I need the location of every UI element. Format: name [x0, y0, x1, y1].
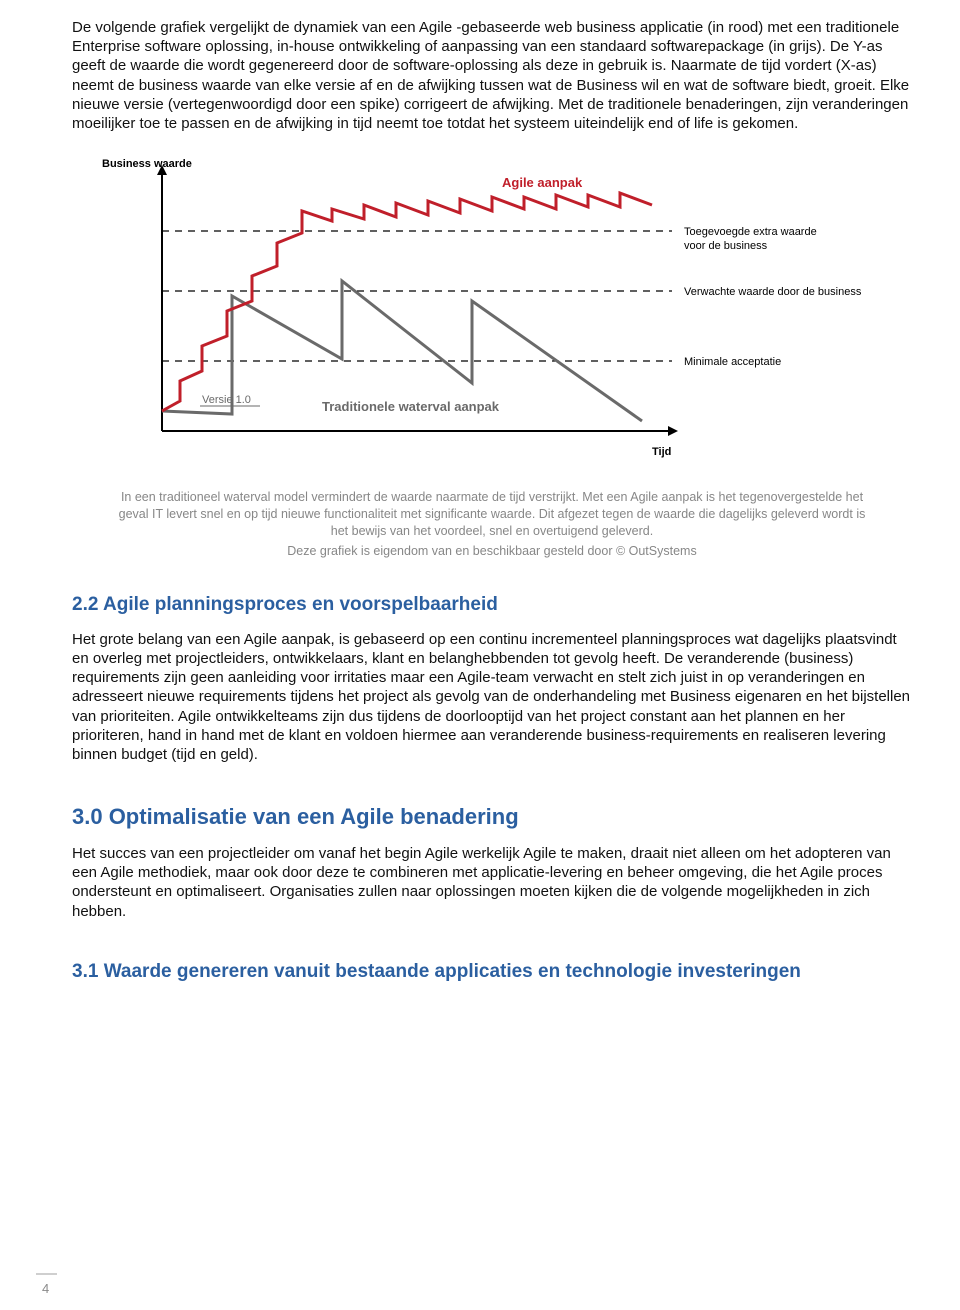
heading-3-1: 3.1 Waarde genereren vanuit bestaande ap… [72, 961, 912, 983]
intro-paragraph: De volgende grafiek vergelijkt de dynami… [72, 18, 912, 133]
section-3-1: 3.1 Waarde genereren vanuit bestaande ap… [72, 961, 912, 983]
chart-caption: In een traditioneel waterval model vermi… [112, 489, 872, 540]
body-2-2: Het grote belang van een Agile aanpak, i… [72, 630, 912, 764]
chart-credit: Deze grafiek is eigendom van en beschikb… [72, 544, 912, 558]
body-3-0: Het succes van een projectleider om vana… [72, 844, 912, 921]
svg-text:Toegevoegde extra waarde: Toegevoegde extra waarde [684, 226, 817, 238]
heading-2-2: 2.2 Agile planningsproces en voorspelbaa… [72, 594, 912, 616]
svg-text:voor de business: voor de business [684, 240, 768, 252]
section-2-2: 2.2 Agile planningsproces en voorspelbaa… [72, 594, 912, 764]
svg-text:Tijd: Tijd [652, 446, 671, 458]
svg-text:Agile aanpak: Agile aanpak [502, 175, 583, 190]
svg-text:Minimale acceptatie: Minimale acceptatie [684, 356, 781, 368]
svg-text:Verwachte waarde door de busin: Verwachte waarde door de business [684, 286, 862, 298]
business-value-chart: Business waarde Tijd Toegevoegde extra waa… [72, 151, 912, 481]
heading-3-0: 3.0 Optimalisatie van een Agile benaderi… [72, 804, 912, 830]
section-3-0: 3.0 Optimalisatie van een Agile benaderi… [72, 804, 912, 921]
svg-text:Business waarde: Business waarde [102, 158, 192, 170]
svg-text:Versie 1.0: Versie 1.0 [202, 394, 251, 406]
page-number: 4 [36, 1273, 57, 1296]
svg-text:Traditionele waterval aanpak: Traditionele waterval aanpak [322, 399, 500, 414]
